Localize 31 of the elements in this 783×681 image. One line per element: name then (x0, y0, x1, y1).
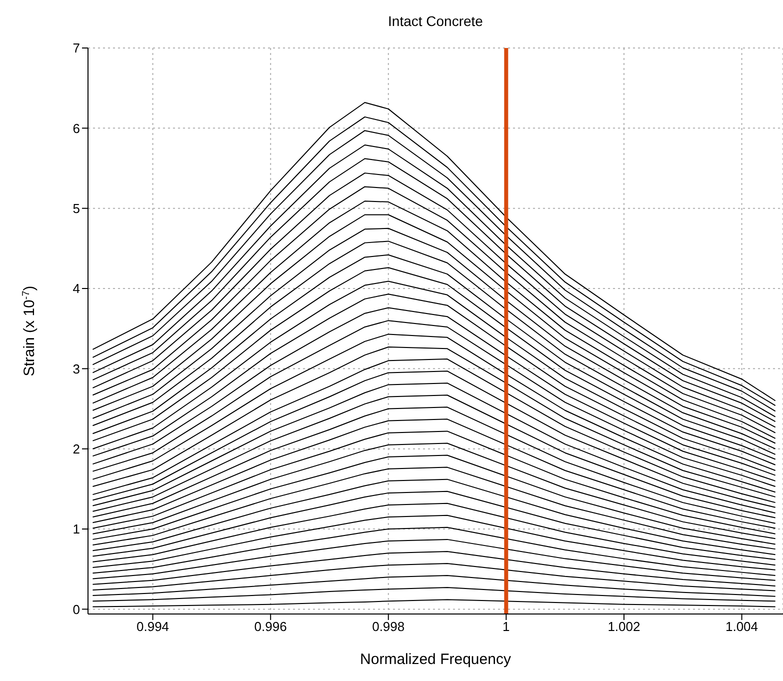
x-axis-title: Normalized Frequency (360, 651, 512, 668)
x-tick-label: 0.994 (136, 619, 170, 634)
line-series (92, 502, 776, 566)
line-series (92, 599, 776, 608)
y-tick-label: 2 (72, 441, 80, 456)
line-series (92, 562, 776, 592)
line-series (92, 526, 776, 576)
line-series (92, 490, 776, 560)
x-tick-label: 0.996 (254, 619, 287, 634)
x-tick-label: 1 (502, 619, 510, 634)
y-tick-label: 5 (72, 200, 80, 216)
line-series (92, 575, 776, 597)
y-tick-label: 0 (72, 602, 80, 617)
y-tick-label: 4 (72, 281, 80, 296)
y-tick-label: 1 (72, 522, 80, 537)
y-tick-label: 7 (72, 40, 80, 56)
line-series (92, 466, 776, 550)
line-series (92, 442, 776, 540)
line-series (92, 454, 776, 545)
x-tick-label: 1.004 (726, 619, 758, 634)
y-tick-label: 6 (72, 120, 80, 136)
chart-title: Intact Concrete (387, 12, 484, 31)
line-series (92, 478, 776, 556)
line-series (92, 430, 776, 534)
line-series (92, 587, 776, 602)
line-series (92, 538, 776, 581)
line-series (92, 514, 776, 570)
y-tick-label: 3 (72, 361, 80, 376)
x-tick-label: 0.998 (372, 619, 405, 634)
x-tick-label: 1.002 (608, 619, 640, 634)
line-series (92, 550, 776, 586)
